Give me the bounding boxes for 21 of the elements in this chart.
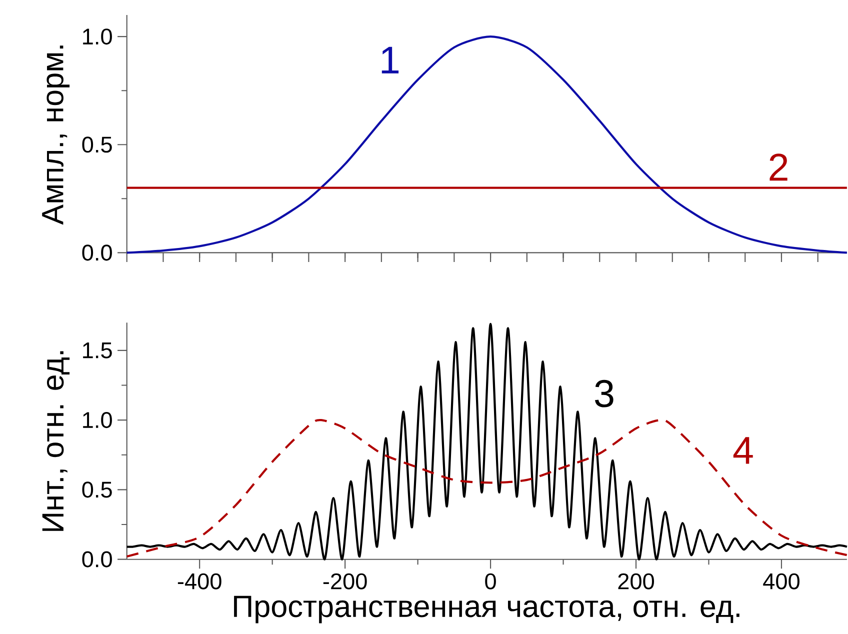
line-series [126,322,848,560]
y-tick-label: 0.5 [82,482,112,498]
y-tick-label: 0.5 [82,136,112,153]
y-axis-title: Инт., отн. ед. [42,351,70,531]
x-tick-label: -400 [178,573,222,590]
y-axis-title: Ампл., норм. [42,46,70,225]
y-tick-label: 0.0 [82,244,112,261]
y-tick-label: 0.0 [82,551,112,568]
x-axis-title: Пространственная частота, отн. ед. [234,596,740,624]
series-label: 3 [594,380,614,408]
y-tick-label: 1.5 [83,342,112,358]
x-tick-label: 400 [763,573,800,590]
y-tick-label: 1.0 [83,28,112,45]
series-label: 2 [770,154,788,180]
x-tick-label: 0 [485,573,496,590]
x-tick-label: 200 [618,573,654,590]
line-series [126,418,848,558]
y-tick-label: 1.0 [83,412,112,428]
series-label: 1 [382,46,399,74]
series-label: 4 [733,437,753,464]
x-tick-label: -200 [323,573,367,590]
